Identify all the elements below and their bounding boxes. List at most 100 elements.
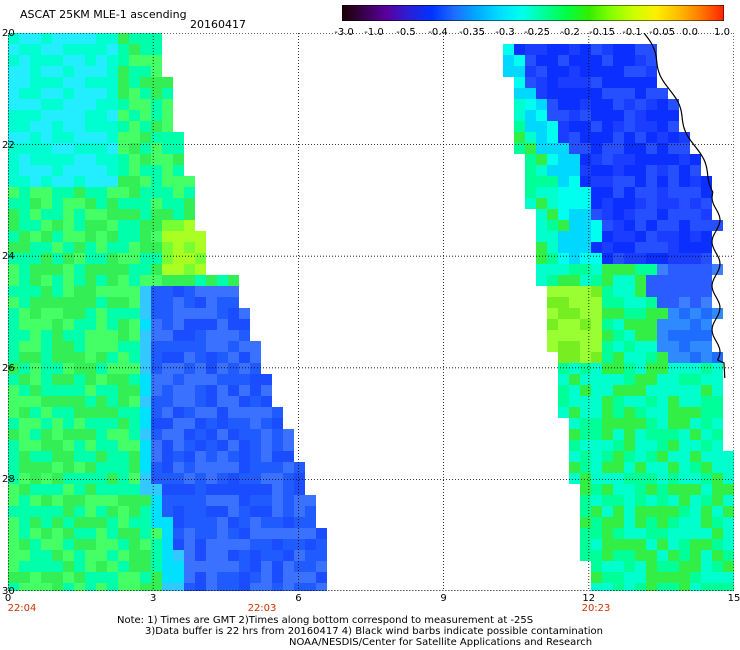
wind-cell <box>151 231 162 242</box>
wind-cell <box>8 561 19 572</box>
wind-cell <box>569 418 580 429</box>
wind-cell <box>140 506 151 517</box>
wind-cell <box>272 495 283 506</box>
wind-cell <box>30 187 41 198</box>
wind-cell <box>30 528 41 539</box>
wind-cell <box>151 385 162 396</box>
wind-cell <box>668 385 679 396</box>
wind-cell <box>96 396 107 407</box>
wind-cell <box>261 429 272 440</box>
wind-cell <box>96 418 107 429</box>
wind-cell <box>162 308 173 319</box>
wind-cell <box>19 517 30 528</box>
wind-cell <box>118 286 129 297</box>
wind-cell <box>184 253 195 264</box>
wind-cell <box>63 297 74 308</box>
wind-cell <box>107 44 118 55</box>
wind-cell <box>52 561 63 572</box>
wind-cell <box>85 231 96 242</box>
wind-cell <box>63 209 74 220</box>
wind-cell <box>52 143 63 154</box>
wind-cell <box>206 440 217 451</box>
wind-cell <box>107 319 118 330</box>
wind-cell <box>8 319 19 330</box>
wind-cell <box>250 539 261 550</box>
wind-cell <box>129 209 140 220</box>
wind-cell <box>613 550 624 561</box>
wind-cell <box>129 220 140 231</box>
wind-cell <box>151 429 162 440</box>
wind-cell <box>162 407 173 418</box>
wind-cell <box>261 407 272 418</box>
wind-cell <box>624 451 635 462</box>
wind-cell <box>228 517 239 528</box>
wind-cell <box>602 374 613 385</box>
wind-cell <box>668 308 679 319</box>
wind-cell <box>129 33 140 44</box>
wind-cell <box>690 374 701 385</box>
wind-cell <box>228 462 239 473</box>
wind-cell <box>19 231 30 242</box>
wind-cell <box>558 242 569 253</box>
wind-cell <box>624 539 635 550</box>
wind-cell <box>96 220 107 231</box>
wind-cell <box>283 473 294 484</box>
wind-cell <box>85 341 96 352</box>
wind-cell <box>195 561 206 572</box>
wind-cell <box>151 341 162 352</box>
wind-cell <box>679 253 690 264</box>
wind-cell <box>41 132 52 143</box>
wind-cell <box>228 275 239 286</box>
wind-cell <box>85 385 96 396</box>
wind-cell <box>657 330 668 341</box>
wind-cell <box>63 44 74 55</box>
wind-cell <box>591 297 602 308</box>
wind-cell <box>701 275 712 286</box>
wind-cell <box>723 506 734 517</box>
wind-cell <box>41 572 52 583</box>
wind-cell <box>624 396 635 407</box>
wind-cell <box>712 407 723 418</box>
wind-cell <box>569 121 580 132</box>
wind-cell <box>239 462 250 473</box>
wind-cell <box>63 451 74 462</box>
wind-cell <box>635 528 646 539</box>
wind-cell <box>580 154 591 165</box>
wind-cell <box>558 308 569 319</box>
wind-cell <box>624 550 635 561</box>
wind-cell <box>591 484 602 495</box>
wind-cell <box>173 132 184 143</box>
wind-cell <box>690 572 701 583</box>
wind-cell <box>712 396 723 407</box>
wind-cell <box>118 121 129 132</box>
wind-cell <box>162 231 173 242</box>
wind-cell <box>569 363 580 374</box>
wind-cell <box>162 143 173 154</box>
wind-cell <box>74 330 85 341</box>
wind-cell <box>547 341 558 352</box>
wind-cell <box>536 264 547 275</box>
wind-cell <box>723 572 734 583</box>
wind-cell <box>591 198 602 209</box>
wind-cell <box>173 198 184 209</box>
wind-cell <box>239 308 250 319</box>
wind-cell <box>151 220 162 231</box>
wind-cell <box>74 231 85 242</box>
wind-cell <box>624 275 635 286</box>
wind-cell <box>107 506 118 517</box>
wind-cell <box>140 561 151 572</box>
wind-cell <box>52 341 63 352</box>
wind-cell <box>591 275 602 286</box>
wind-cell <box>569 165 580 176</box>
wind-cell <box>657 528 668 539</box>
wind-cell <box>30 451 41 462</box>
wind-cell <box>536 209 547 220</box>
wind-cell <box>558 319 569 330</box>
latitude-label: 28 <box>2 474 15 486</box>
wind-cell <box>635 440 646 451</box>
wind-cell <box>184 275 195 286</box>
wind-cell <box>184 176 195 187</box>
wind-cell <box>118 242 129 253</box>
wind-cell <box>635 143 646 154</box>
wind-cell <box>624 231 635 242</box>
